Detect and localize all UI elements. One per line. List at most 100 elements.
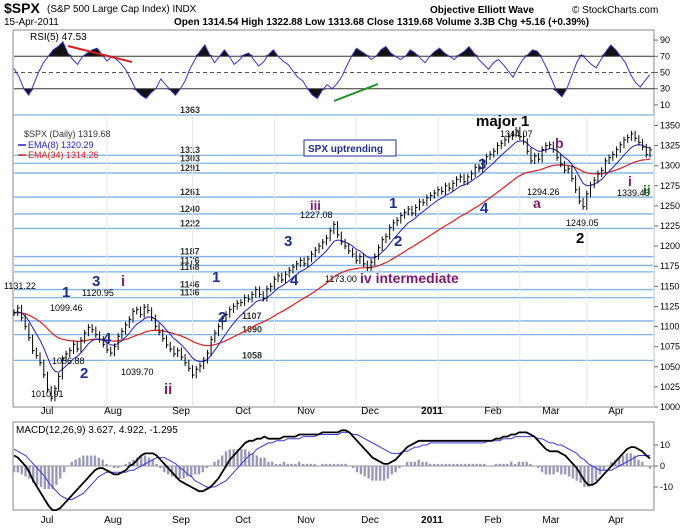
macd-hist-bar	[39, 466, 43, 487]
price-tick-label: 1100	[660, 322, 679, 332]
macd-hist-bar	[544, 466, 548, 475]
x-label-price: 2011	[421, 406, 443, 417]
level-label: 1090	[242, 325, 262, 335]
macd-hist-bar	[86, 455, 89, 466]
macd-hist-bar	[47, 466, 50, 490]
level-label: 1303	[180, 153, 200, 163]
x-label-macd: Aug	[104, 515, 122, 526]
macd-hist-bar	[290, 463, 293, 466]
macd-hist-bar	[637, 459, 640, 466]
macd-hist-bar	[116, 466, 120, 469]
macd-hist-bar	[405, 461, 409, 466]
macd-hist-bar	[390, 466, 393, 475]
macd-hist-bar	[483, 463, 486, 466]
macd-hist-bar	[583, 466, 586, 487]
x-label-price: Nov	[297, 406, 315, 417]
macd-hist-bar	[267, 461, 270, 466]
wave-label: 4	[103, 330, 112, 347]
x-label-price: Apr	[608, 406, 624, 417]
x-label-macd: Mar	[542, 515, 560, 526]
macd-hist-bar	[35, 466, 39, 485]
macd-hist-bar	[363, 466, 366, 477]
macd-hist-bar	[548, 466, 551, 475]
macd-hist-bar	[432, 463, 436, 466]
macd-hist-bar	[321, 463, 324, 466]
macd-hist-bar	[178, 466, 181, 479]
wave-label: ii	[643, 182, 651, 198]
macd-hist-bar	[529, 463, 532, 466]
ema34-line	[13, 158, 651, 347]
x-label-price: Jul	[41, 406, 54, 417]
macd-hist-bar	[332, 463, 336, 466]
macd-hist-bar	[494, 463, 498, 466]
macd-hist-bar	[467, 463, 471, 466]
level-label: 1291	[180, 163, 200, 173]
macd-hist-bar	[587, 466, 590, 487]
macd-title: MACD(12,26,9) 3.627, 4.922, -1.295	[16, 425, 178, 436]
macd-hist-bar	[12, 466, 16, 473]
ema8-line	[13, 140, 651, 373]
macd-hist-bar	[124, 463, 127, 466]
macd-hist-bar	[151, 459, 154, 466]
macd-hist-bar	[575, 466, 578, 481]
macd-hist-bar	[594, 466, 598, 481]
macd-hist-bar	[625, 453, 629, 466]
level-label: 1176	[180, 255, 200, 265]
x-label-macd: Nov	[297, 515, 315, 526]
macd-hist-bar	[510, 461, 513, 466]
price-tick-label: 1175	[660, 261, 679, 271]
x-label-macd: Oct	[235, 515, 251, 526]
symbol-name: (S&P 500 Large Cap Index) INDX	[47, 4, 197, 15]
rsi-line	[13, 40, 651, 100]
macd-hist-bar	[51, 466, 54, 490]
macd-hist-bar	[517, 461, 521, 466]
macd-line	[13, 429, 651, 512]
macd-hist-bar	[537, 466, 540, 469]
macd-hist-bar	[440, 463, 444, 466]
macd-hist-bar	[386, 466, 390, 479]
price-tick-label: 1075	[660, 342, 680, 352]
wave-label: 4	[480, 200, 489, 217]
macd-hist-bar	[224, 451, 228, 466]
price-label: 1249.05	[566, 218, 599, 228]
level-label: 1313	[180, 145, 200, 155]
macd-hist-bar	[417, 459, 420, 466]
macd-hist-bar	[456, 463, 459, 466]
price-legend-ema34: EMA(34) 1314.26	[28, 150, 99, 160]
macd-hist-bar	[24, 466, 27, 477]
macd-hist-bar	[140, 455, 143, 466]
rsi-layer: 10 30 50 70 90	[13, 35, 670, 110]
level-label: 1136	[180, 288, 200, 298]
macd-hist-bar	[525, 461, 528, 466]
macd-hist-bar	[59, 466, 62, 479]
trend-banner: SPX uptrending	[308, 144, 383, 155]
macd-hist-bar	[352, 466, 355, 469]
wave-label: 1	[212, 269, 220, 286]
macd-hist-bar	[62, 466, 66, 473]
macd-hist-bar	[375, 466, 378, 481]
macd-hist-bar	[255, 455, 259, 466]
macd-hist-bar	[313, 463, 316, 466]
macd-hist-bar	[325, 463, 328, 466]
macd-hist-bar	[355, 466, 359, 473]
macd-hist-bar	[236, 449, 239, 466]
macd-hist-bar	[155, 463, 158, 466]
wave-label: 3	[284, 233, 292, 250]
ohlc-readout: Open 1314.54 High 1322.88 Low 1313.68 Cl…	[174, 17, 589, 28]
macd-hist-bar	[213, 461, 216, 466]
macd-hist-bar	[502, 463, 505, 466]
price-tick-label: 1150	[660, 281, 679, 291]
macd-hist-bar	[113, 466, 116, 469]
macd-hist-bar	[193, 466, 197, 475]
price-label: 1339.46	[617, 188, 650, 198]
macd-hist-bar	[247, 451, 251, 466]
rsi-tick-label: 10	[660, 100, 670, 110]
price-label: 1039.70	[121, 367, 154, 377]
rsi-title: RSI(5) 47.53	[30, 32, 87, 43]
macd-hist-bar	[409, 461, 413, 466]
price-tick-label: 1325	[660, 141, 680, 151]
macd-hist-bar	[590, 466, 594, 485]
macd-hist-bar	[610, 461, 613, 466]
macd-hist-bar	[340, 463, 343, 466]
macd-hist-bar	[382, 466, 386, 481]
